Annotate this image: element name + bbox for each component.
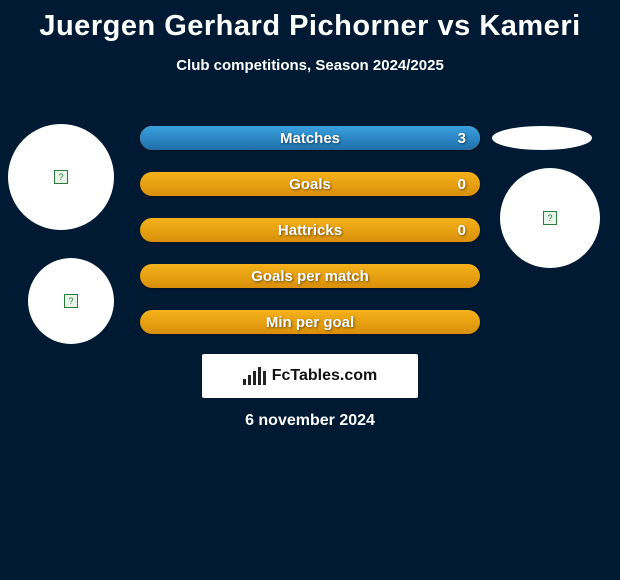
stat-bar-label: Goals [140, 172, 480, 196]
player1-avatar: ? [8, 124, 114, 230]
watermark: FcTables.com [202, 354, 418, 398]
generated-date: 6 november 2024 [0, 412, 620, 430]
stat-bar-label: Matches [140, 126, 480, 150]
bar-chart-icon [243, 367, 266, 385]
stat-bars: Matches 3 Goals 0 Hattricks 0 Goals per … [140, 126, 480, 356]
stat-bar-label: Min per goal [140, 310, 480, 334]
player2-shadow-ellipse [492, 126, 592, 150]
placeholder-icon: ? [543, 211, 557, 225]
placeholder-icon: ? [64, 294, 78, 308]
stat-bar-label: Goals per match [140, 264, 480, 288]
stat-bar-value: 0 [458, 172, 466, 196]
player2-avatar: ? [500, 168, 600, 268]
watermark-text: FcTables.com [272, 367, 378, 385]
stat-bar-hattricks: Hattricks 0 [140, 218, 480, 242]
stat-bar-goals: Goals 0 [140, 172, 480, 196]
stat-bar-label: Hattricks [140, 218, 480, 242]
page-subtitle: Club competitions, Season 2024/2025 [0, 57, 620, 74]
stat-bar-value: 3 [458, 126, 466, 150]
placeholder-icon: ? [54, 170, 68, 184]
stat-bar-min-per-goal: Min per goal [140, 310, 480, 334]
page-title: Juergen Gerhard Pichorner vs Kameri [0, 0, 620, 43]
stat-bar-matches: Matches 3 [140, 126, 480, 150]
player1-club-avatar: ? [28, 258, 114, 344]
stat-bar-goals-per-match: Goals per match [140, 264, 480, 288]
stat-bar-value: 0 [458, 218, 466, 242]
